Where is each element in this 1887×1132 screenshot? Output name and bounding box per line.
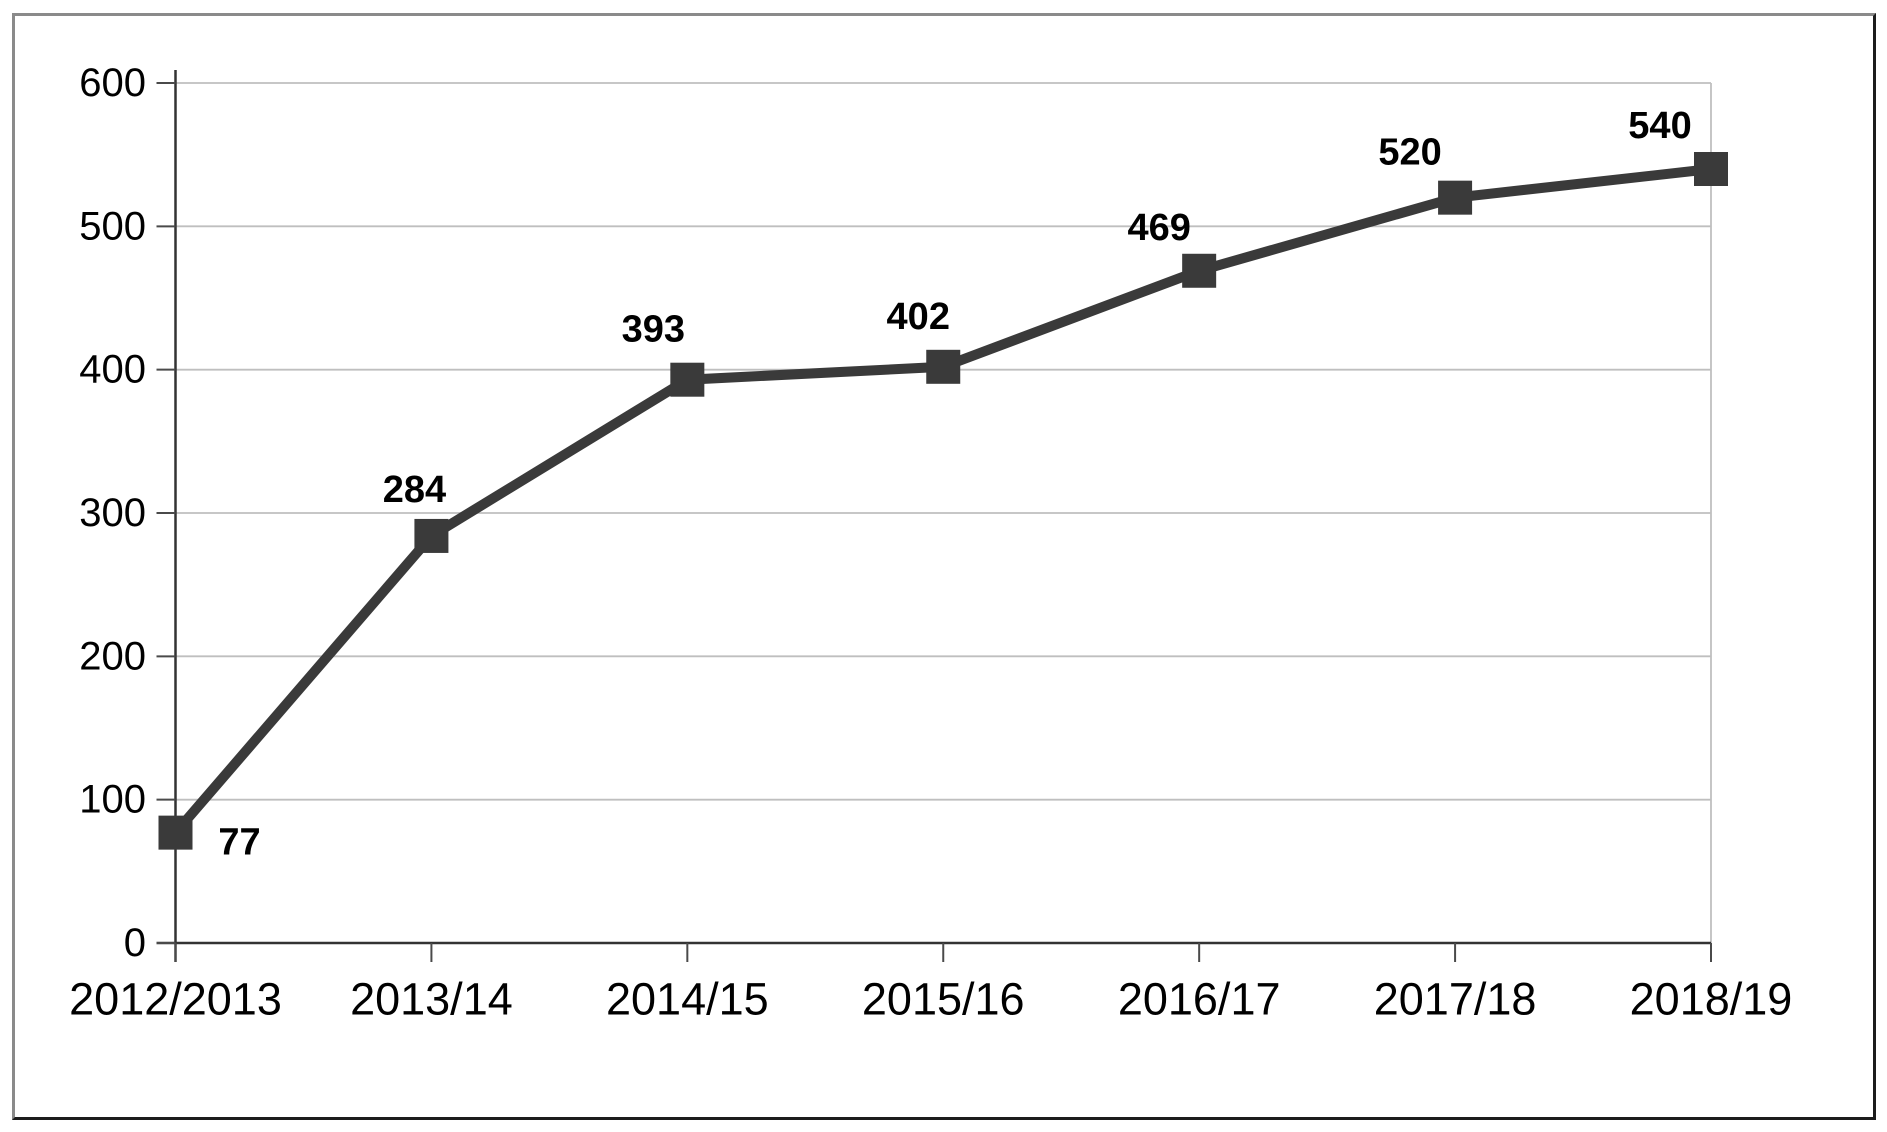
data-point-marker bbox=[158, 815, 193, 850]
data-label: 520 bbox=[1378, 132, 1441, 174]
data-point-marker bbox=[1694, 152, 1728, 186]
x-tick-label: 2017/18 bbox=[1374, 974, 1537, 1025]
y-tick-label: 100 bbox=[79, 778, 146, 822]
data-point-marker bbox=[1182, 253, 1217, 288]
y-tick-label: 200 bbox=[79, 634, 146, 678]
data-label: 540 bbox=[1628, 105, 1691, 147]
x-tick-label: 2018/19 bbox=[1630, 974, 1793, 1025]
y-tick-label: 300 bbox=[79, 491, 146, 535]
data-point-marker bbox=[1438, 180, 1473, 215]
data-label: 284 bbox=[383, 469, 446, 511]
chart-frame bbox=[12, 13, 1876, 1120]
x-tick-label: 2012/2013 bbox=[69, 974, 282, 1025]
data-point-marker bbox=[414, 518, 449, 553]
data-label: 469 bbox=[1127, 207, 1190, 249]
data-label: 402 bbox=[887, 296, 950, 338]
y-tick-label: 400 bbox=[79, 348, 146, 392]
data-label: 77 bbox=[218, 822, 260, 864]
y-tick-label: 500 bbox=[79, 204, 146, 248]
data-point-marker bbox=[926, 349, 961, 384]
y-tick-label: 600 bbox=[79, 61, 146, 105]
x-tick-label: 2014/15 bbox=[606, 974, 769, 1025]
x-tick-label: 2013/14 bbox=[350, 974, 513, 1025]
y-tick-label: 0 bbox=[124, 921, 146, 965]
x-tick-label: 2015/16 bbox=[862, 974, 1025, 1025]
data-point-marker bbox=[670, 362, 705, 397]
x-tick-label: 2016/17 bbox=[1118, 974, 1281, 1025]
data-label: 393 bbox=[622, 309, 685, 351]
